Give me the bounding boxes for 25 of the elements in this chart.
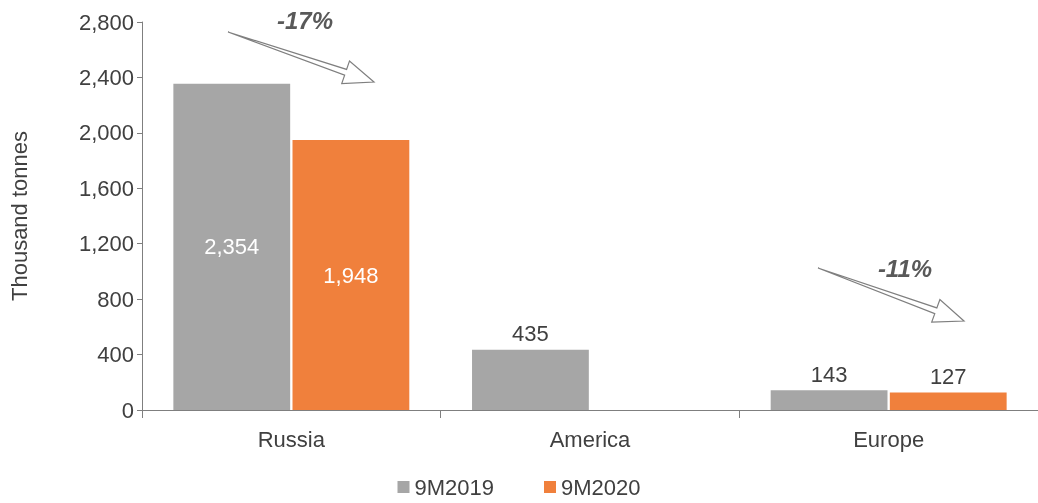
x-tick-label: Russia — [257, 426, 326, 452]
y-tick-label: 2,400 — [78, 64, 134, 90]
y-tick-label: 400 — [97, 342, 134, 368]
y-tick-label: 2,800 — [78, 9, 134, 35]
y-axis-title: Thousand tonnes — [6, 130, 32, 302]
data-label: 1,948 — [323, 262, 379, 288]
bar — [889, 392, 1007, 410]
y-tick-label: 1,200 — [78, 231, 134, 257]
data-label: 143 — [810, 361, 848, 387]
bar — [292, 140, 410, 410]
y-tick-label: 1,600 — [78, 175, 134, 201]
x-tick-label: Europe — [853, 426, 925, 452]
annotation: -11% — [877, 254, 933, 282]
x-tick-label: America — [549, 426, 632, 452]
bar — [472, 349, 589, 410]
data-label: 127 — [929, 363, 967, 389]
annotation: -17% — [276, 6, 334, 34]
bar — [770, 390, 888, 410]
y-tick-label: 2,000 — [78, 120, 134, 146]
y-tick-label: 800 — [97, 286, 134, 312]
legend-label: 9M2020 — [561, 474, 641, 500]
legend-label: 9M2019 — [414, 474, 495, 500]
data-label: 2,354 — [204, 234, 260, 260]
y-tick-label: 0 — [121, 397, 134, 423]
data-label: 435 — [512, 321, 549, 347]
